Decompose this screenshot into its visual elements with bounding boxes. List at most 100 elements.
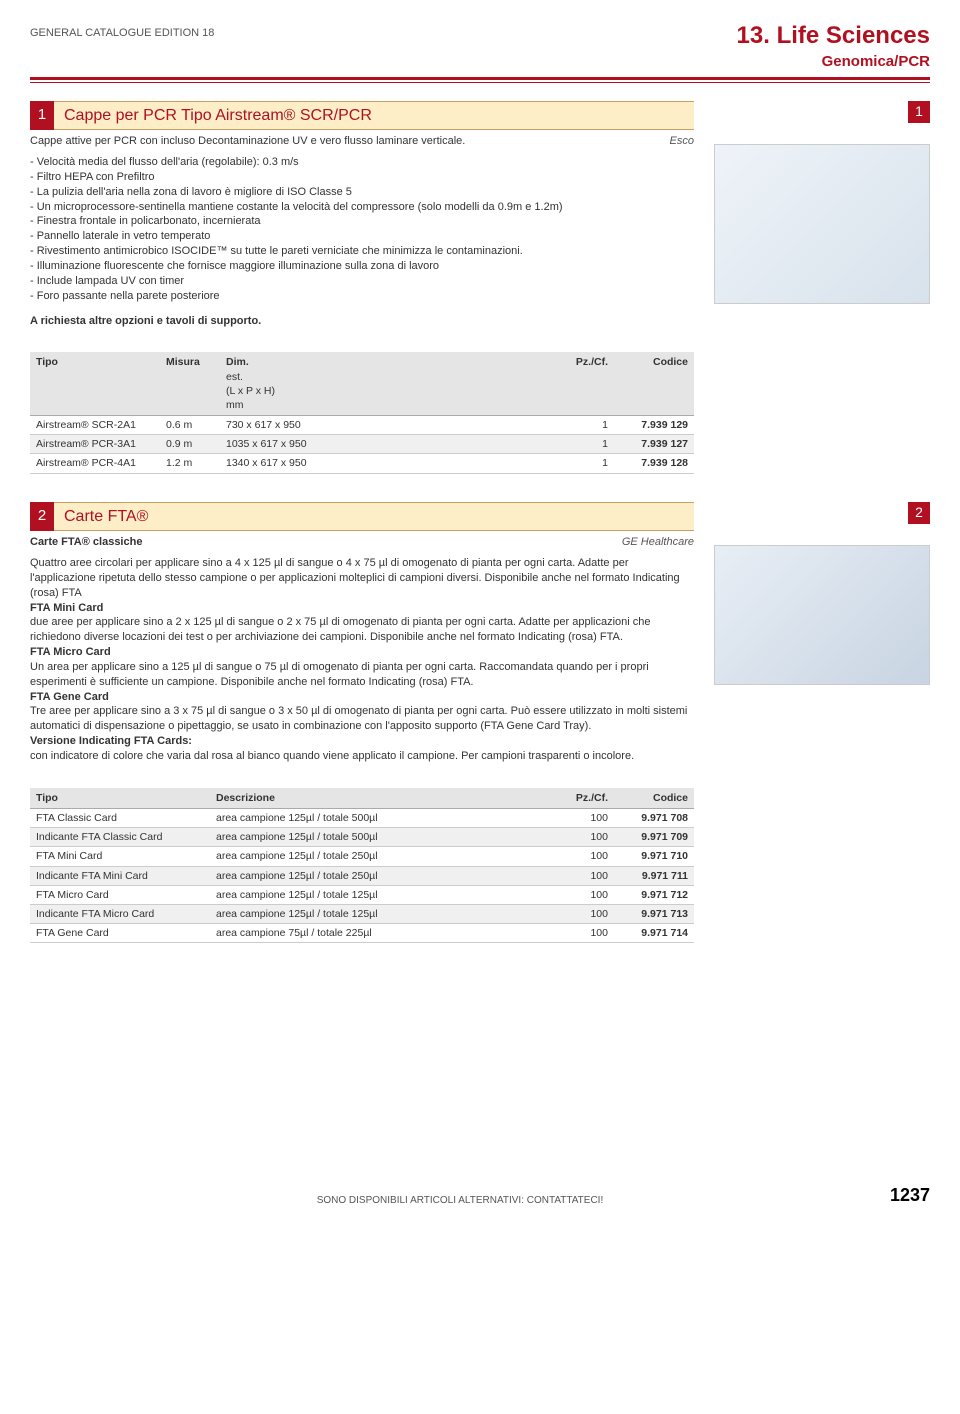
cell-tipo: FTA Micro Card (30, 885, 210, 904)
page-number: 1237 (890, 1183, 930, 1207)
h-gene: FTA Gene Card (30, 691, 109, 703)
bullet: - Un microprocessore-sentinella mantiene… (30, 200, 694, 215)
section-2-desc: Quattro aree circolari per applicare sin… (30, 556, 694, 764)
th-dim-sub2: (L x P x H) (226, 384, 548, 398)
bullet: - Foro passante nella parete posteriore (30, 289, 694, 304)
cell-pz: 100 (554, 904, 614, 923)
bullet: - Include lampada UV con timer (30, 274, 694, 289)
section-1-note: A richiesta altre opzioni e tavoli di su… (30, 314, 694, 329)
section-2-image-col (714, 535, 930, 943)
cell-desc: area campione 75µl / totale 225µl (210, 924, 554, 943)
page-header: GENERAL CATALOGUE EDITION 18 13. Life Sc… (30, 20, 930, 73)
section-1-subtitle-row: Cappe attive per PCR con incluso Deconta… (30, 134, 694, 149)
section-2-title: Carte FTA® (54, 502, 694, 532)
section-2-title-row: 2 Carte FTA® (30, 502, 930, 532)
h-indic: Versione Indicating FTA Cards: (30, 735, 192, 747)
th-misura: Misura (160, 352, 220, 415)
cell-codice: 9.971 712 (614, 885, 694, 904)
table-row: FTA Micro Cardarea campione 125µl / tota… (30, 885, 694, 904)
bullet: - La pulizia dell'aria nella zona di lav… (30, 185, 694, 200)
section-2-side-badge: 2 (908, 502, 930, 524)
h-mini: FTA Mini Card (30, 602, 103, 614)
cell-tipo: Airstream® PCR-3A1 (30, 435, 160, 454)
section-1-subtitle: Cappe attive per PCR con incluso Deconta… (30, 134, 465, 149)
table-row: Airstream® PCR-3A10.9 m1035 x 617 x 9501… (30, 435, 694, 454)
section-1-number-badge: 1 (30, 101, 54, 131)
bullet: - Filtro HEPA con Prefiltro (30, 170, 694, 185)
cell-codice: 9.971 709 (614, 828, 694, 847)
table-row: Indicante FTA Classic Cardarea campione … (30, 828, 694, 847)
chapter-block: 13. Life Sciences Genomica/PCR (737, 20, 930, 73)
th-dim-unit: mm (226, 398, 548, 412)
section-2-number-badge: 2 (30, 502, 54, 532)
cell-pz: 100 (554, 924, 614, 943)
section-2-subtitle-row: Carte FTA® classiche GE Healthcare (30, 535, 694, 550)
cell-pz: 100 (554, 847, 614, 866)
section-2-tbody: FTA Classic Cardarea campione 125µl / to… (30, 808, 694, 942)
section-1-content: Cappe attive per PCR con incluso Deconta… (30, 134, 930, 473)
cell-pz: 100 (554, 885, 614, 904)
cell-desc: area campione 125µl / totale 125µl (210, 885, 554, 904)
table-row: Airstream® PCR-4A11.2 m1340 x 617 x 9501… (30, 454, 694, 473)
cell-desc: area campione 125µl / totale 125µl (210, 904, 554, 923)
bullet: - Velocità media del flusso dell'aria (r… (30, 155, 694, 170)
section-1-brand: Esco (670, 134, 694, 149)
section-2-brand: GE Healthcare (622, 535, 694, 550)
cell-desc: area campione 125µl / totale 250µl (210, 847, 554, 866)
cell-misura: 1.2 m (160, 454, 220, 473)
th-dim-main: Dim. (226, 356, 249, 368)
cell-tipo: FTA Mini Card (30, 847, 210, 866)
th2-pz: Pz./Cf. (554, 788, 614, 809)
section-2-table: Tipo Descrizione Pz./Cf. Codice FTA Clas… (30, 788, 694, 943)
cell-codice: 7.939 128 (614, 454, 694, 473)
cell-misura: 0.6 m (160, 416, 220, 435)
section-1-title-row: 1 Cappe per PCR Tipo Airstream® SCR/PCR (30, 101, 930, 131)
section-1-tbody: Airstream® SCR-2A10.6 m730 x 617 x 95017… (30, 416, 694, 474)
chapter-title: 13. Life Sciences (737, 20, 930, 52)
cell-desc: area campione 125µl / totale 250µl (210, 866, 554, 885)
section-1-text: Cappe attive per PCR con incluso Deconta… (30, 134, 694, 473)
th-tipo: Tipo (30, 352, 160, 415)
cell-pz: 1 (554, 435, 614, 454)
cell-tipo: Airstream® SCR-2A1 (30, 416, 160, 435)
cell-dim: 1035 x 617 x 950 (220, 435, 554, 454)
cell-codice: 9.971 708 (614, 808, 694, 827)
bullet: - Illuminazione fluorescente che fornisc… (30, 259, 694, 274)
th2-tipo: Tipo (30, 788, 210, 809)
cell-tipo: FTA Classic Card (30, 808, 210, 827)
cell-tipo: Airstream® PCR-4A1 (30, 454, 160, 473)
section-2: 2 Carte FTA® 2 Carte FTA® classiche GE H… (30, 502, 930, 944)
section-2-content: Carte FTA® classiche GE Healthcare Quatt… (30, 535, 930, 943)
th2-codice: Codice (614, 788, 694, 809)
section-1-bullets: - Velocità media del flusso dell'aria (r… (30, 155, 694, 303)
table-row: FTA Classic Cardarea campione 125µl / to… (30, 808, 694, 827)
cell-codice: 7.939 127 (614, 435, 694, 454)
para-mini: due aree per applicare sino a 2 x 125 µl… (30, 616, 651, 643)
cell-codice: 9.971 710 (614, 847, 694, 866)
cell-tipo: Indicante FTA Classic Card (30, 828, 210, 847)
cell-codice: 9.971 713 (614, 904, 694, 923)
cell-codice: 7.939 129 (614, 416, 694, 435)
product-image-2 (714, 545, 930, 685)
bullet: - Pannello laterale in vetro temperato (30, 229, 694, 244)
cell-pz: 1 (554, 454, 614, 473)
th-dim-sub1: est. (226, 370, 548, 384)
section-1-side-badge: 1 (908, 101, 930, 123)
th-pz: Pz./Cf. (554, 352, 614, 415)
table-row: Airstream® SCR-2A10.6 m730 x 617 x 95017… (30, 416, 694, 435)
cell-dim: 1340 x 617 x 950 (220, 454, 554, 473)
table-row: Indicante FTA Mini Cardarea campione 125… (30, 866, 694, 885)
cell-tipo: FTA Gene Card (30, 924, 210, 943)
h-micro: FTA Micro Card (30, 646, 111, 658)
section-1: 1 Cappe per PCR Tipo Airstream® SCR/PCR … (30, 101, 930, 474)
cell-misura: 0.9 m (160, 435, 220, 454)
cell-desc: area campione 125µl / totale 500µl (210, 808, 554, 827)
para-indic: con indicatore di colore che varia dal r… (30, 750, 634, 762)
cell-dim: 730 x 617 x 950 (220, 416, 554, 435)
page-footer: SONO DISPONIBILI ARTICOLI ALTERNATIVI: C… (30, 1183, 930, 1207)
footer-note: SONO DISPONIBILI ARTICOLI ALTERNATIVI: C… (30, 1194, 890, 1208)
section-1-table: Tipo Misura Dim. est. (L x P x H) mm Pz.… (30, 352, 694, 473)
header-rule-thin (30, 82, 930, 83)
section-1-title: Cappe per PCR Tipo Airstream® SCR/PCR (54, 101, 694, 131)
cell-pz: 100 (554, 808, 614, 827)
